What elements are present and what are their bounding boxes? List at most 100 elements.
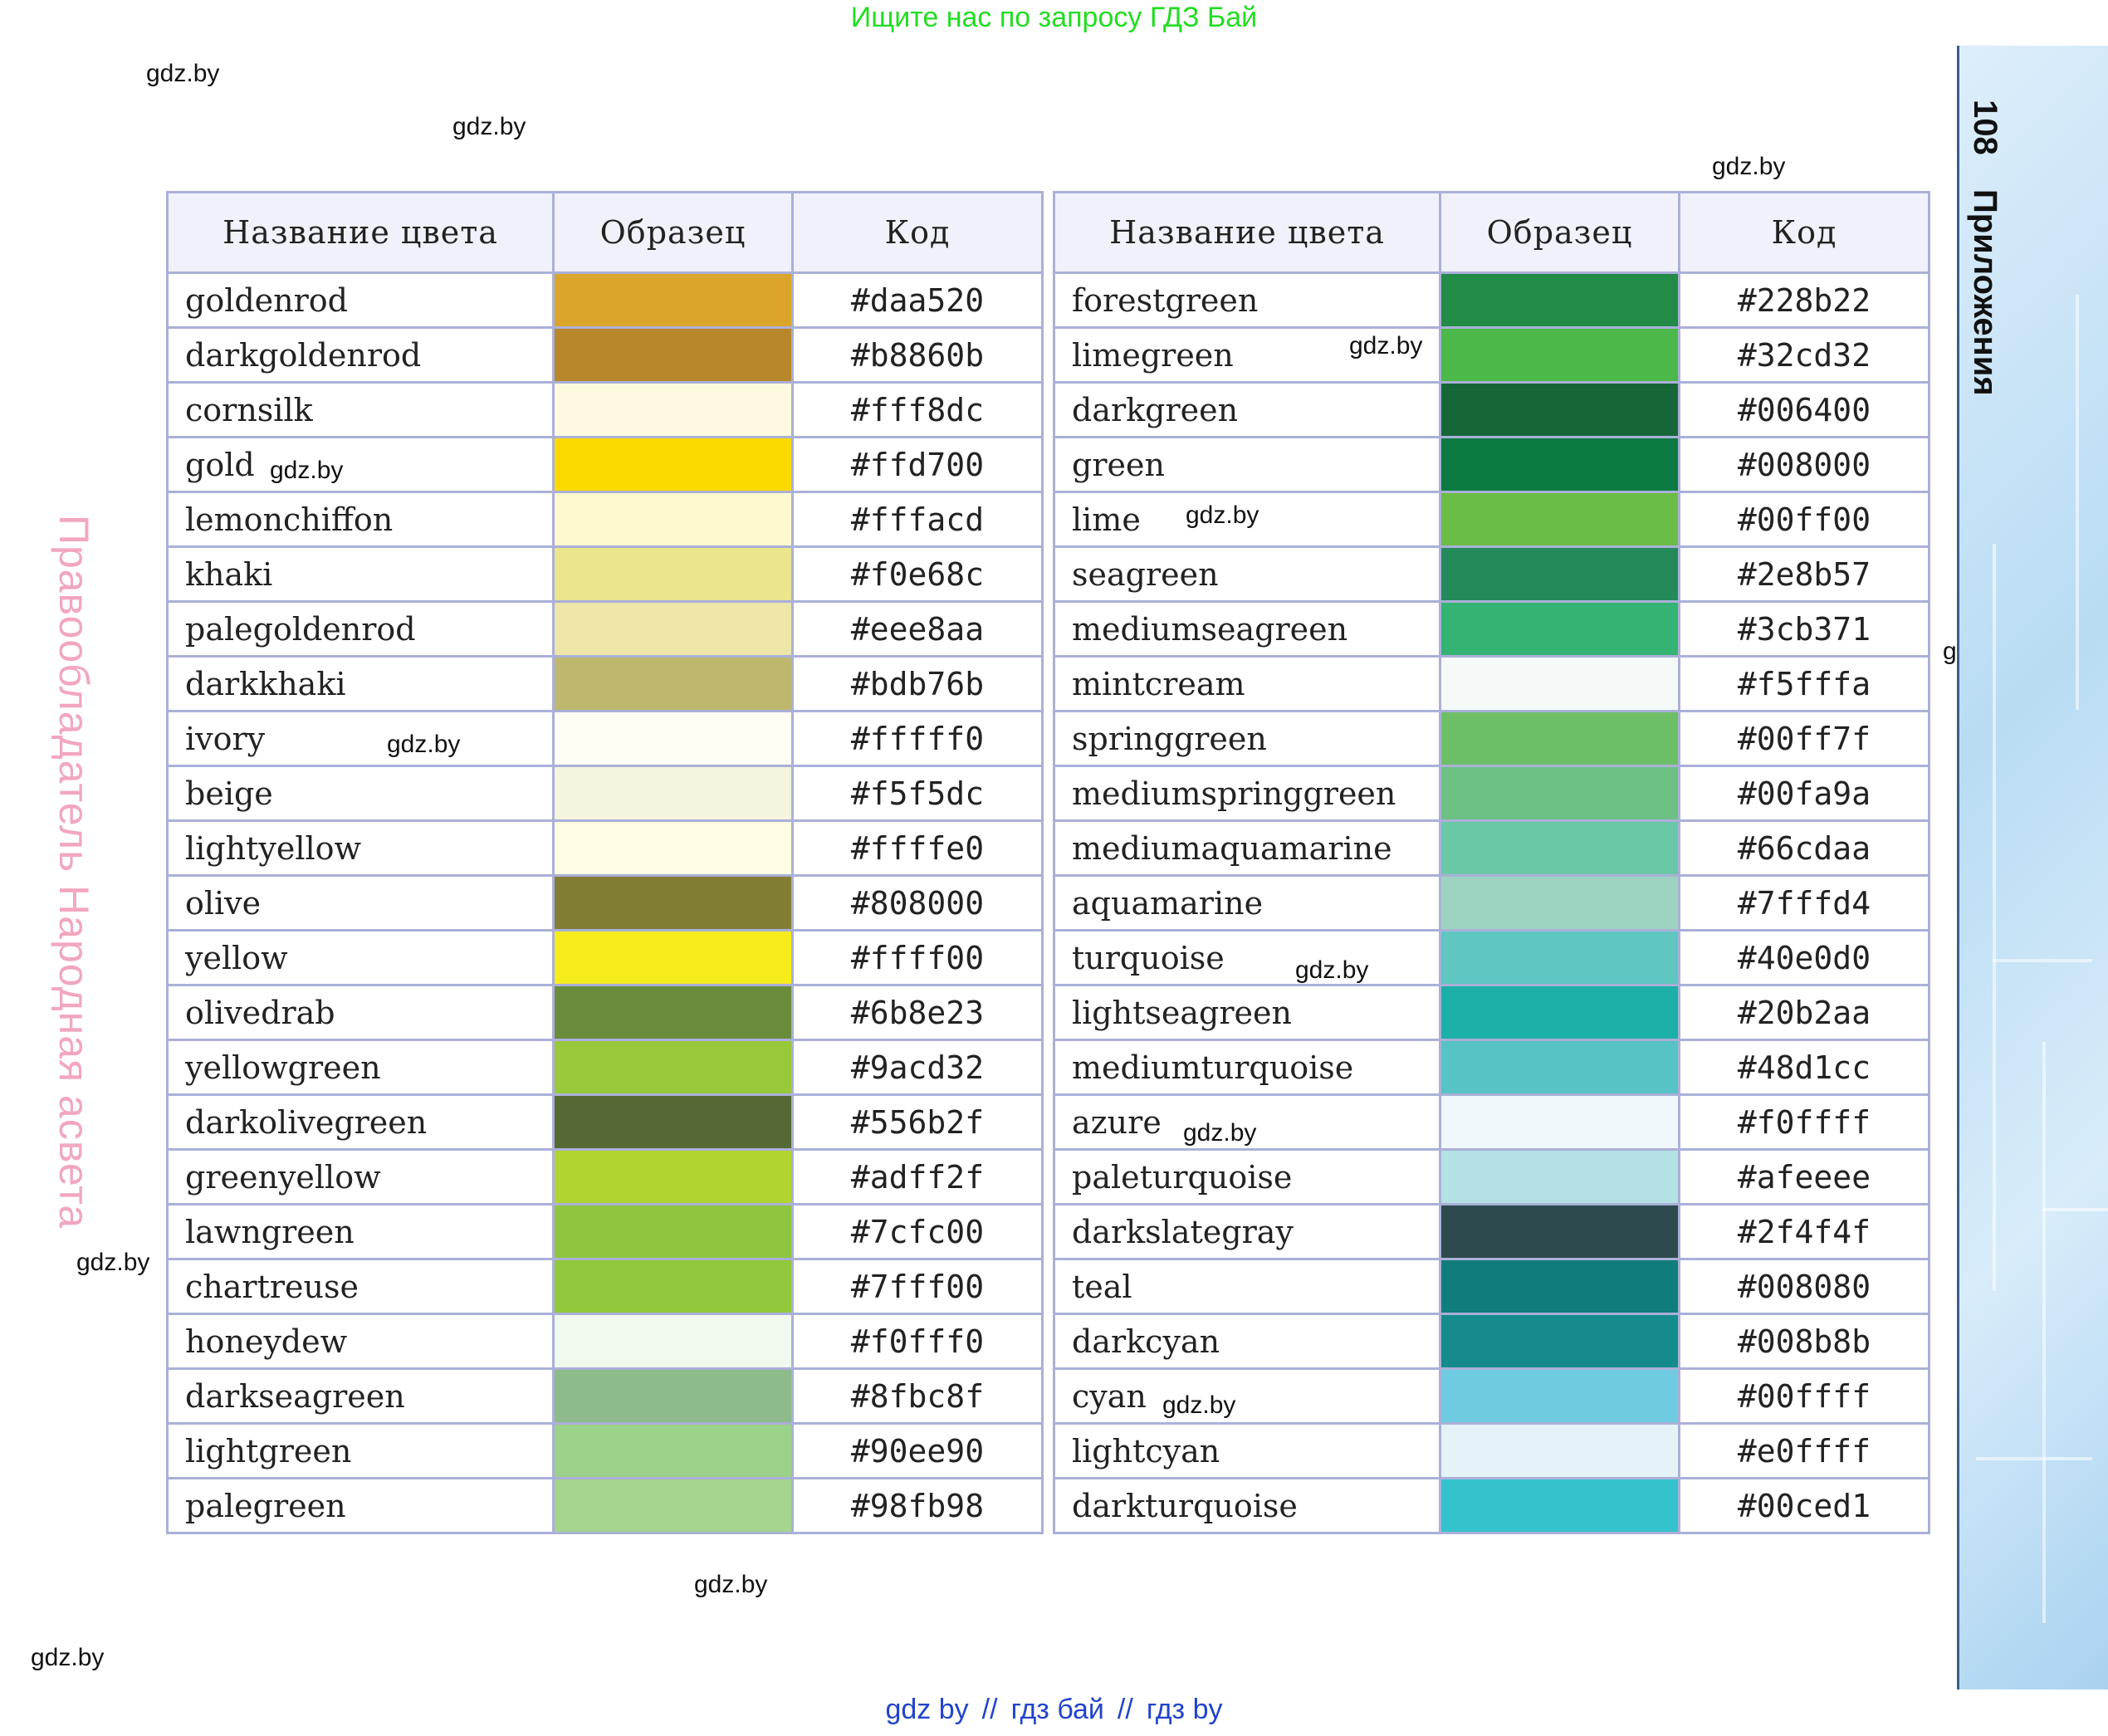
color-code-cell: #2f4f4f	[1678, 1203, 1930, 1260]
color-name-cell: chartreuse	[166, 1258, 555, 1315]
color-swatch-cell	[1439, 1148, 1680, 1205]
color-swatch	[555, 1370, 791, 1422]
color-swatch	[1441, 658, 1678, 710]
color-swatch	[1441, 1479, 1678, 1532]
color-code-cell: #6b8e23	[791, 984, 1044, 1041]
table-row: darkolivegreen #556b2f	[166, 1093, 1044, 1151]
table-row: seagreen #2e8b57	[1053, 545, 1930, 603]
table-row: olivedrab #6b8e23	[166, 984, 1044, 1041]
color-swatch	[1441, 1041, 1678, 1093]
color-swatch-cell	[1439, 655, 1680, 712]
color-swatch-cell	[552, 1313, 794, 1370]
color-swatch	[555, 603, 791, 655]
color-code-cell: #00ffff	[1678, 1367, 1930, 1425]
color-code-cell: #00fa9a	[1678, 765, 1930, 822]
color-code-cell: #40e0d0	[1678, 929, 1930, 986]
color-name-cell: olivedrab	[166, 984, 555, 1041]
color-name-cell: yellowgreen	[166, 1039, 555, 1096]
color-swatch-cell	[1439, 1203, 1680, 1260]
table-row: teal #008080	[1053, 1258, 1930, 1315]
separator: //	[1117, 1694, 1133, 1725]
color-swatch-cell	[1439, 600, 1680, 658]
bottom-link[interactable]: гдз бай	[1010, 1694, 1104, 1725]
table-row: gold #ffd700	[166, 436, 1044, 493]
color-swatch	[1441, 1425, 1678, 1477]
color-swatch-cell	[552, 271, 794, 329]
color-code-cell: #66cdaa	[1678, 819, 1930, 877]
color-swatch	[1441, 1315, 1678, 1367]
color-code-cell: #ffff00	[791, 929, 1044, 986]
color-code-cell: #f0ffff	[1678, 1093, 1930, 1151]
color-swatch-cell	[552, 1367, 794, 1425]
color-code-cell: #fffff0	[791, 710, 1044, 767]
color-swatch	[1441, 1205, 1678, 1258]
color-swatch	[1441, 932, 1678, 984]
color-swatch-cell	[1439, 984, 1680, 1041]
color-name-cell: darkseagreen	[166, 1367, 555, 1425]
color-swatch	[555, 932, 791, 984]
table-row: limegreen #32cd32	[1053, 326, 1930, 384]
bottom-links: gdz by // гдз бай // гдз by	[0, 1694, 2108, 1726]
watermark: gdz.by	[76, 1249, 150, 1276]
page-header: 108 Приложения	[1966, 100, 2003, 421]
color-name-cell: lightseagreen	[1053, 984, 1441, 1041]
color-swatch	[555, 1425, 791, 1477]
color-swatch-cell	[1439, 491, 1680, 548]
color-name-cell: darkgoldenrod	[166, 326, 555, 384]
color-name-cell: mediumaquamarine	[1053, 819, 1441, 877]
table-row: forestgreen #228b22	[1053, 271, 1930, 329]
color-swatch-cell	[1439, 710, 1680, 767]
color-code-cell: #7fff00	[791, 1258, 1044, 1315]
table-row: yellow #ffff00	[166, 929, 1044, 986]
color-code-cell: #808000	[791, 874, 1044, 932]
color-code-cell: #daa520	[791, 271, 1044, 329]
color-name-cell: ivory	[166, 710, 555, 767]
color-swatch-cell	[552, 655, 794, 712]
color-swatch	[555, 1479, 791, 1532]
table-row: mediumseagreen #3cb371	[1053, 600, 1930, 658]
header-sample: Образец	[1439, 191, 1680, 274]
color-code-cell: #ffffe0	[791, 819, 1044, 877]
color-swatch	[555, 658, 791, 710]
table-body: goldenrod #daa520 darkgoldenrod #b8860b corn…	[166, 271, 1044, 1534]
color-swatch-cell	[1439, 765, 1680, 822]
color-swatch	[555, 1151, 791, 1203]
color-swatch	[1441, 329, 1678, 381]
color-name-cell: lemonchiffon	[166, 491, 555, 548]
watermark: gdz.by	[31, 1644, 105, 1671]
bottom-link[interactable]: gdz by	[885, 1694, 969, 1725]
table-row: lightseagreen #20b2aa	[1053, 984, 1930, 1041]
color-swatch-cell	[1439, 819, 1680, 877]
color-code-cell: #00ced1	[1678, 1477, 1930, 1534]
table-body: forestgreen #228b22 limegreen #32cd32 darkgr…	[1053, 271, 1930, 1534]
table-header-row: Название цвета Образец Код	[1053, 191, 1930, 274]
color-name-cell: mediumseagreen	[1053, 600, 1441, 658]
color-swatch-cell	[1439, 929, 1680, 986]
color-swatch-cell	[1439, 436, 1680, 493]
table-row: aquamarine #7fffd4	[1053, 874, 1930, 932]
color-name-cell: palegoldenrod	[166, 600, 555, 658]
table-row: olive #808000	[166, 874, 1044, 932]
table-row: honeydew #f0fff0	[166, 1313, 1044, 1370]
color-name-cell: goldenrod	[166, 271, 555, 329]
color-name-cell: lightyellow	[166, 819, 555, 877]
copyright-side-label: Правообладатель Народная асвета	[51, 515, 97, 1230]
color-swatch	[555, 822, 791, 874]
color-swatch-cell	[1439, 545, 1680, 603]
separator: //	[981, 1694, 998, 1725]
color-swatch	[1441, 548, 1678, 600]
color-name-cell: limegreen	[1053, 326, 1441, 384]
color-name-cell: paleturquoise	[1053, 1148, 1441, 1205]
color-code-cell: #fffacd	[791, 491, 1044, 548]
color-name-cell: cornsilk	[166, 381, 555, 438]
table-row: chartreuse #7fff00	[166, 1258, 1044, 1315]
color-swatch	[1441, 493, 1678, 545]
table-row: paleturquoise #afeeee	[1053, 1148, 1930, 1205]
color-code-cell: #adff2f	[791, 1148, 1044, 1205]
color-swatch-cell	[1439, 1477, 1680, 1534]
header-color-name: Название цвета	[1053, 191, 1441, 274]
table-row: mediumaquamarine #66cdaa	[1053, 819, 1930, 877]
table-row: goldenrod #daa520	[166, 271, 1044, 329]
color-code-cell: #afeeee	[1678, 1148, 1930, 1205]
bottom-link[interactable]: гдз by	[1146, 1694, 1223, 1725]
